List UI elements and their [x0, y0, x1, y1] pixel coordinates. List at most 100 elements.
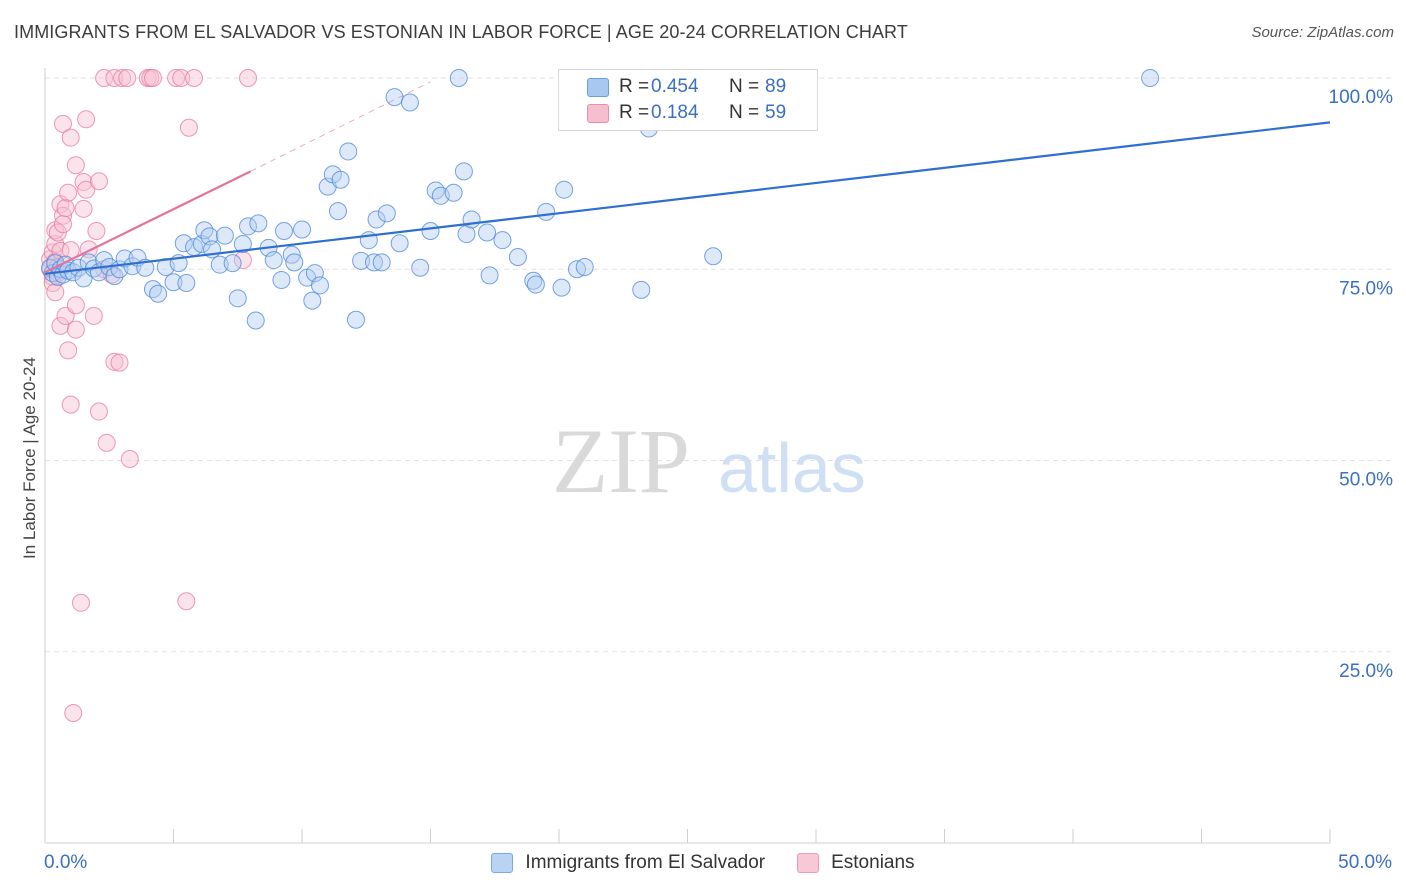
data-point [246, 311, 265, 330]
data-point [74, 199, 93, 218]
data-point [228, 289, 247, 308]
data-point [118, 69, 137, 87]
data-point [346, 310, 365, 329]
r-label: R = [619, 76, 650, 97]
data-point [632, 280, 651, 299]
data-point [331, 170, 350, 189]
data-point [177, 592, 196, 611]
data-point [537, 202, 556, 221]
data-point [61, 395, 80, 414]
data-point [493, 231, 512, 250]
data-point [272, 270, 291, 289]
chart-title: IMMIGRANTS FROM EL SALVADOR VS ESTONIAN … [14, 22, 908, 42]
data-point [264, 251, 283, 270]
stats-row-el-salvador: R = 0.454 N = 89 [559, 74, 786, 100]
data-point [462, 210, 481, 229]
trend-line-estonians-extension [250, 81, 431, 172]
data-point [97, 433, 116, 452]
data-point [77, 180, 96, 199]
data-point [51, 316, 70, 335]
data-point [120, 449, 139, 468]
n-value: 89 [765, 76, 787, 97]
n-label: N = [729, 102, 760, 123]
stats-legend-box: R = 0.454 N = 89 R = 0.184 N = 59 [558, 69, 818, 131]
data-point [285, 253, 304, 272]
data-point [95, 69, 114, 87]
data-point [526, 275, 545, 294]
data-point [84, 306, 103, 325]
data-point [508, 248, 527, 267]
data-point [69, 258, 88, 277]
data-point [89, 172, 108, 191]
data-point [48, 223, 67, 242]
data-point [303, 291, 322, 310]
x-axis-max-label: 50.0% [1338, 852, 1392, 873]
data-point [66, 296, 85, 315]
data-point [164, 273, 183, 292]
data-point [89, 402, 108, 421]
data-point [275, 222, 294, 240]
data-point [390, 234, 409, 253]
data-point [372, 253, 391, 272]
data-point [110, 353, 129, 372]
data-point [115, 249, 134, 268]
data-point [87, 222, 106, 240]
data-point [233, 235, 252, 254]
y-tick-labels: 25.0% 50.0% 75.0% 100.0% [1329, 87, 1394, 682]
data-point [113, 69, 132, 87]
y-tick-label: 100.0% [1329, 87, 1394, 108]
data-point [56, 199, 75, 218]
blue-swatch [587, 77, 609, 97]
r-value: 0.184 [651, 102, 699, 123]
data-point [149, 284, 168, 303]
data-point [552, 278, 571, 297]
data-point [421, 222, 440, 240]
data-point [179, 118, 198, 137]
data-point [457, 225, 476, 244]
data-point [143, 69, 162, 87]
series-estonians [41, 69, 258, 722]
n-value: 59 [765, 102, 787, 123]
data-point [249, 214, 268, 233]
legend-item-estonians[interactable]: Estonians [797, 852, 915, 874]
data-point [364, 253, 383, 272]
data-point [400, 93, 419, 112]
data-point [449, 69, 468, 87]
data-point [215, 226, 234, 245]
data-point [192, 235, 211, 254]
data-point [310, 276, 329, 295]
legend-swatch-pink [797, 853, 820, 873]
data-point [53, 114, 72, 133]
axis-layer [44, 68, 1331, 844]
data-point [64, 703, 83, 722]
data-point [195, 221, 214, 240]
data-point [239, 217, 258, 236]
legend-item-el-salvador[interactable]: Immigrants from El Salvador [491, 852, 765, 874]
data-point [61, 128, 80, 147]
trend-layer [44, 81, 1331, 275]
data-point [210, 255, 229, 274]
data-point [352, 251, 371, 270]
legend-label: Immigrants from El Salvador [525, 852, 766, 873]
data-point [377, 204, 396, 223]
data-point [555, 180, 574, 199]
data-point [575, 257, 594, 276]
data-point [53, 215, 72, 234]
data-point [411, 258, 430, 277]
data-point [293, 220, 311, 239]
pink-swatch [587, 103, 609, 123]
data-point [71, 593, 90, 612]
trend-line-el-salvador [44, 121, 1331, 275]
data-point [77, 110, 96, 129]
data-point [454, 162, 473, 181]
source-credit: Source: ZipAtlas.com [1251, 24, 1394, 41]
r-value: 0.454 [651, 76, 699, 97]
data-point [105, 352, 124, 371]
data-point [66, 320, 85, 339]
data-point [704, 247, 723, 266]
data-point [328, 202, 347, 221]
data-point [239, 69, 258, 87]
stats-row-estonians: R = 0.184 N = 59 [559, 100, 786, 126]
data-point [367, 210, 386, 229]
